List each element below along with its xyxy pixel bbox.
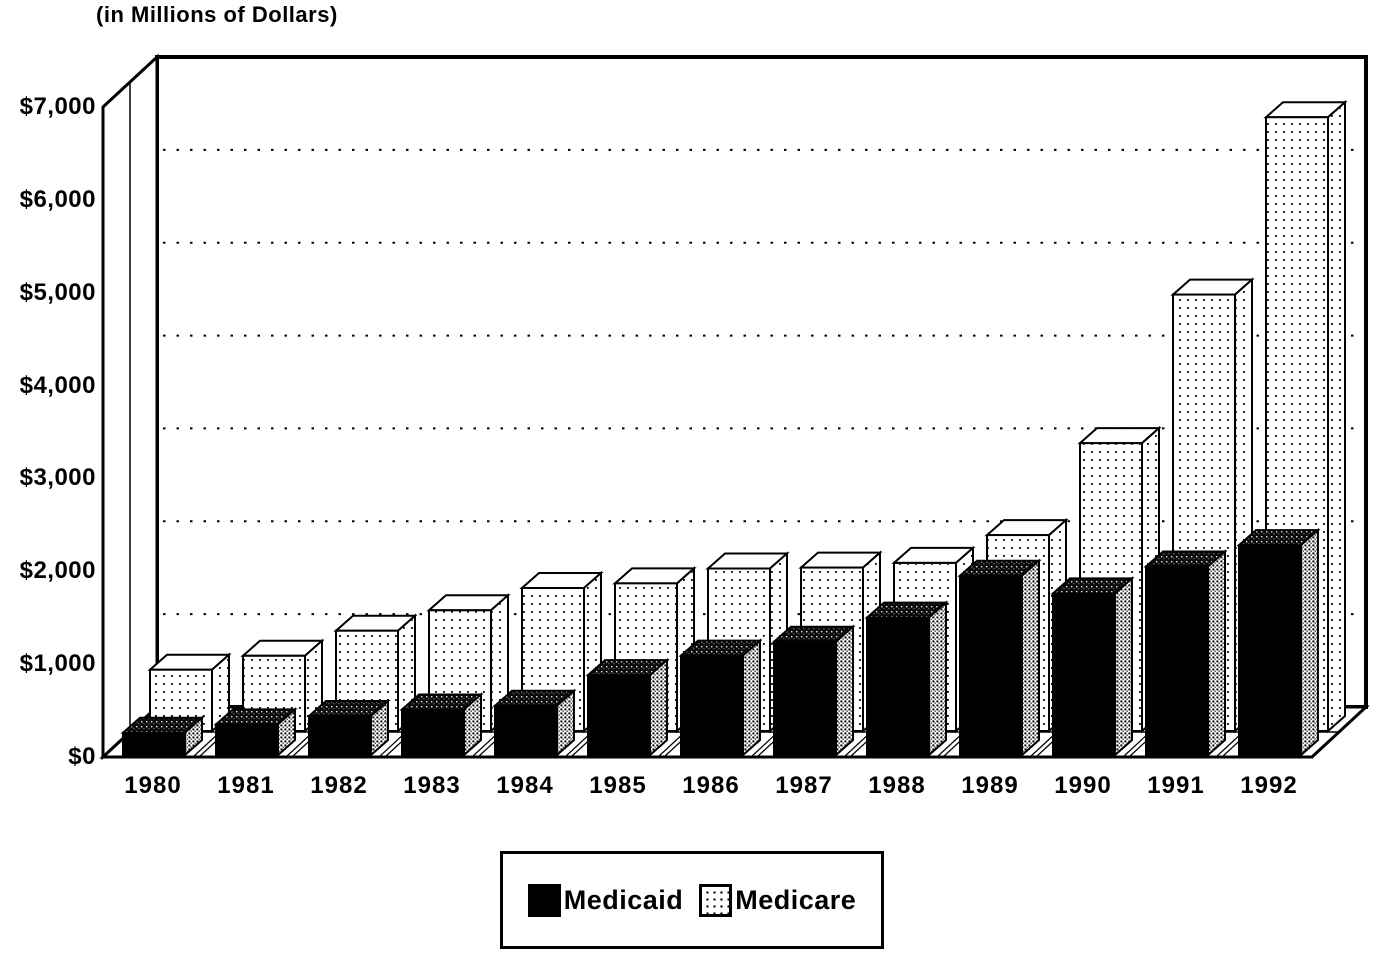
y-axis-tick-label: $6,000 [19, 185, 96, 213]
bar-medicaid-1990 [1050, 576, 1135, 758]
bar-medicaid-1988-side [928, 600, 947, 758]
legend-item-medicaid: Medicaid [527, 883, 684, 917]
y-axis-tick-label: $7,000 [19, 93, 96, 120]
x-axis-year-label: 1986 [682, 772, 740, 799]
legend-box: Medicaid Medicare [500, 851, 884, 949]
x-axis-year-label: 1982 [310, 772, 368, 799]
medicare-swatch-icon [699, 883, 733, 917]
x-axis-year-label: 1989 [961, 772, 1019, 799]
medicaid-swatch-icon [527, 883, 561, 917]
x-axis-year-label: 1987 [775, 772, 833, 799]
bar-medicaid-1988-front [866, 616, 930, 756]
y-axis-tick-label: $3,000 [19, 464, 96, 492]
bar-medicaid-1986-side [742, 638, 761, 758]
bar-medicare-1992-side [1327, 99, 1346, 734]
bar-medicaid-1992 [1236, 527, 1321, 758]
bar-medicaid-1991-side [1207, 549, 1226, 758]
bar-medicaid-1991-front [1145, 565, 1209, 756]
bar-medicaid-1987-side [835, 624, 854, 758]
y-axis-tick-label: $0 [68, 743, 96, 770]
x-axis-year-label: 1984 [496, 772, 554, 799]
y-axis-tick-label: $4,000 [19, 371, 96, 399]
bar-medicaid-1984 [492, 688, 577, 758]
bar-medicaid-1982 [306, 698, 391, 758]
bar-medicaid-1990-side [1114, 576, 1133, 758]
bar-medicaid-1986 [678, 638, 763, 758]
bar-medicaid-1989 [957, 558, 1042, 758]
plot-bars [120, 99, 1348, 758]
bar-medicaid-1981 [213, 707, 298, 758]
y-axis-tick-label: $1,000 [19, 650, 96, 678]
bar-medicaid-1991 [1143, 549, 1228, 758]
bar-medicaid-1986-front [680, 654, 744, 757]
x-axis-year-label: 1990 [1054, 772, 1112, 799]
x-axis-year-label: 1983 [403, 772, 461, 799]
x-axis-year-label: 1992 [1240, 772, 1298, 799]
y-axis-tick-label: $5,000 [19, 278, 96, 306]
legend-item-medicare: Medicare [699, 883, 857, 917]
bar-medicaid-1980 [120, 715, 205, 758]
bar-medicaid-1989-front [959, 574, 1023, 756]
y-axis-tick-label: $2,000 [19, 557, 96, 585]
legend-label-medicaid: Medicaid [563, 884, 684, 915]
bar-medicaid-1983 [399, 692, 484, 758]
bar-medicaid-1980-front [122, 731, 186, 757]
x-axis-year-label: 1991 [1147, 772, 1205, 799]
bar-chart-3d [99, 53, 1370, 761]
bar-medicaid-1987-front [773, 640, 837, 757]
x-axis-year-label: 1985 [589, 772, 647, 799]
bar-medicaid-1992-side [1300, 527, 1319, 758]
x-axis-year-label: 1980 [124, 772, 182, 799]
bar-medicaid-1985-front [587, 674, 651, 757]
bar-medicaid-1987 [771, 624, 856, 758]
bar-medicaid-1990-front [1052, 592, 1116, 757]
bar-medicaid-1983-front [401, 708, 465, 756]
bar-medicaid-1992-front [1238, 544, 1302, 757]
bar-medicaid-1985 [585, 657, 670, 758]
bar-medicaid-1989-side [1021, 558, 1040, 758]
bar-medicaid-1982-front [308, 715, 372, 756]
bar-medicaid-1984-front [494, 704, 558, 756]
bar-medicaid-1981-front [215, 723, 279, 756]
x-axis-year-label: 1981 [217, 772, 275, 799]
bar-medicaid-1988 [864, 600, 949, 758]
chart-title: (in Millions of Dollars) [96, 2, 338, 27]
x-axis-year-label: 1988 [868, 772, 926, 799]
bar-medicaid-1985-side [649, 657, 668, 758]
legend-label-medicare: Medicare [735, 884, 857, 915]
